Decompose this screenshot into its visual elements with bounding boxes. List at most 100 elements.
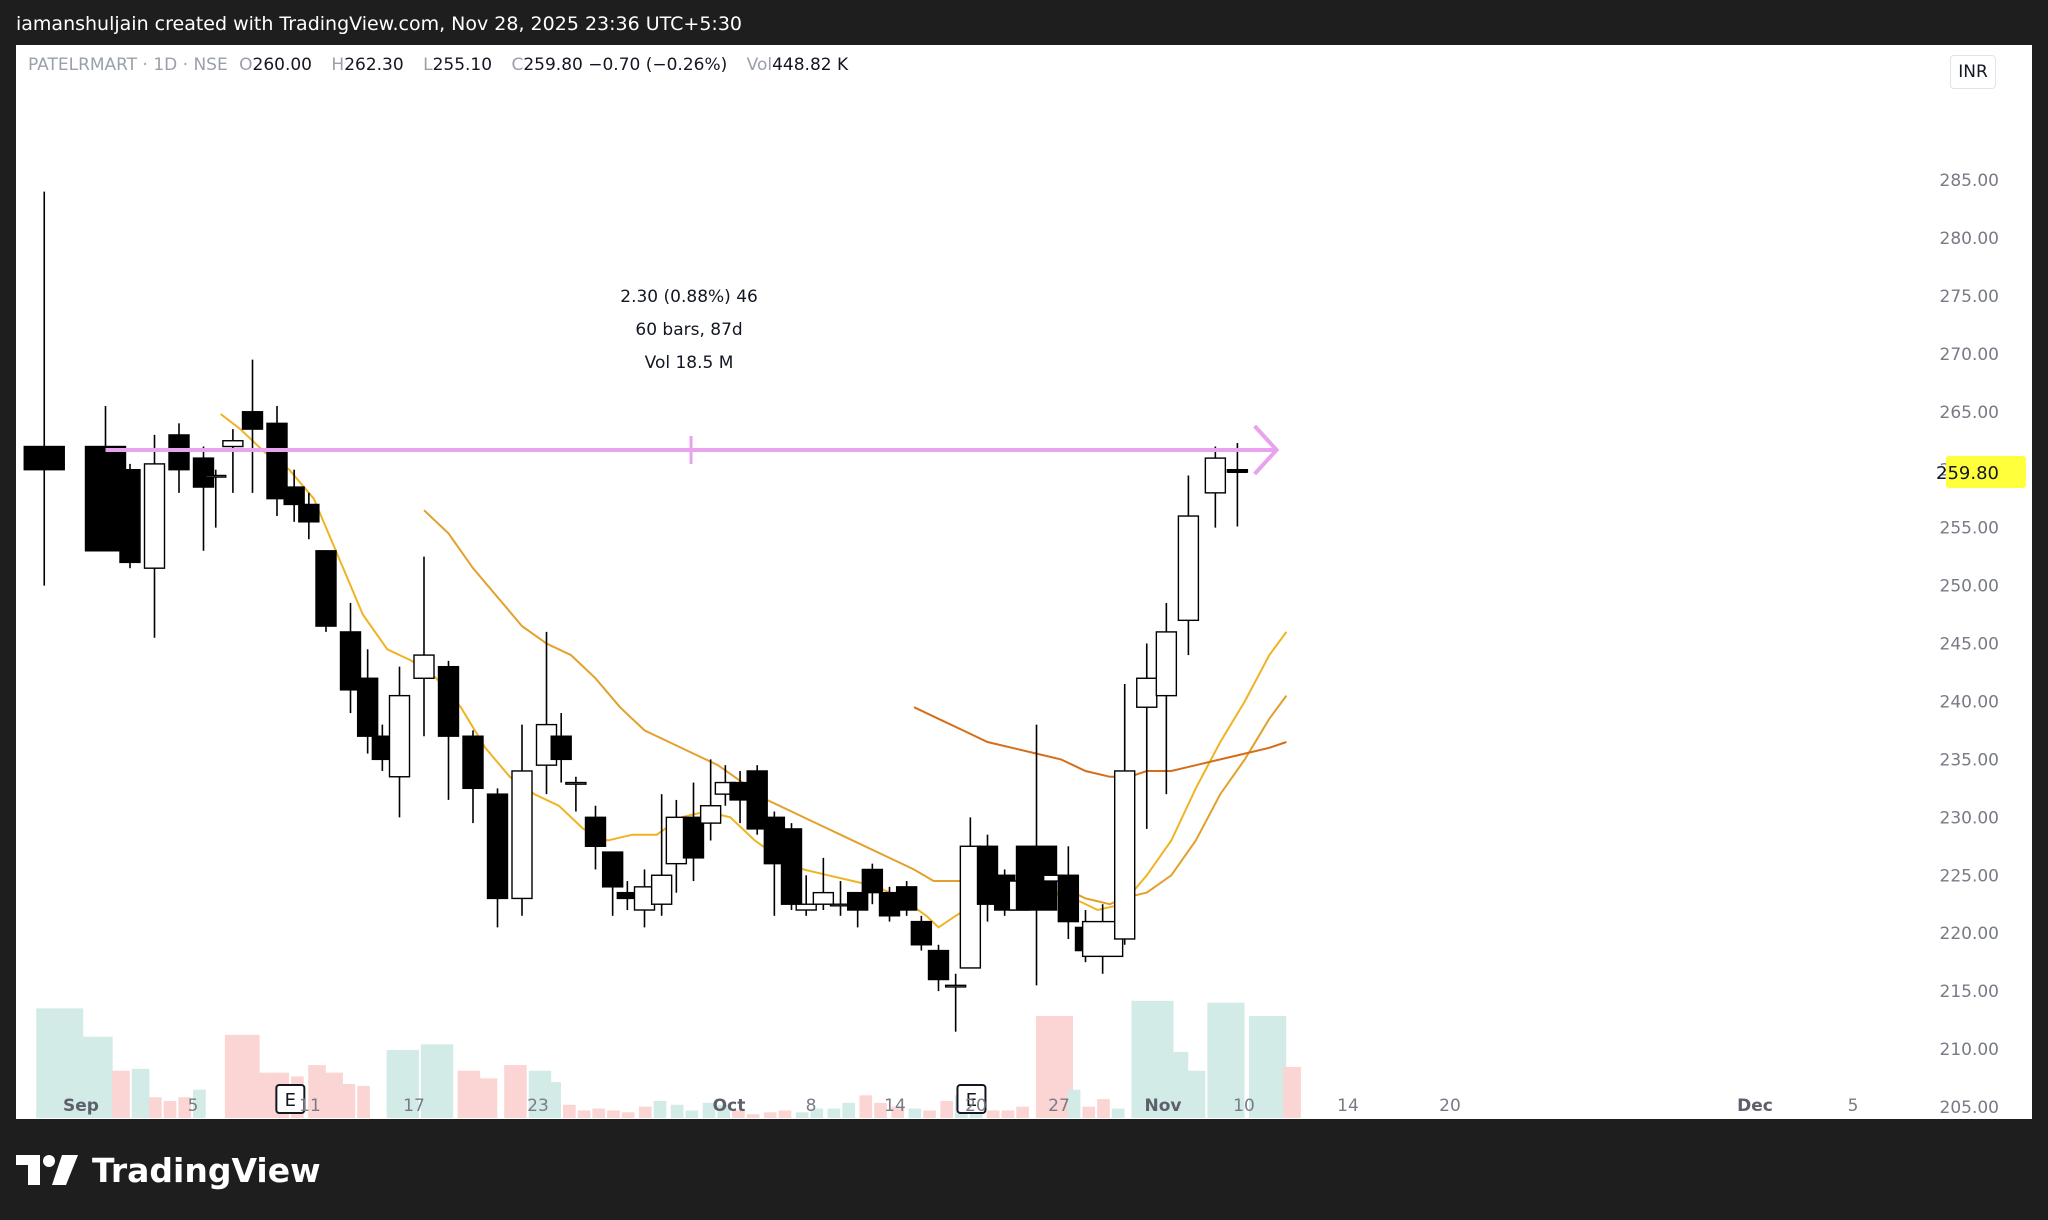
time-tick-label: 5 [1848, 1096, 1859, 1116]
candle [565, 776, 587, 812]
candle [650, 794, 673, 916]
candle [283, 469, 305, 522]
time-tick-label: Oct [713, 1096, 746, 1116]
volume-bar [986, 1110, 1000, 1118]
candle-body [812, 891, 835, 905]
price-tick-label: 225.00 [1940, 866, 1999, 886]
tradingview-logo-icon [16, 1155, 78, 1185]
range-annotation-line: 2.30 (0.88%) 46 [620, 287, 758, 307]
candle [266, 405, 288, 517]
candle [910, 915, 933, 951]
candle [168, 423, 190, 493]
candle-body [650, 874, 673, 905]
candle [729, 770, 751, 824]
candle-body [944, 984, 967, 988]
candle [1155, 602, 1178, 795]
candle [222, 429, 244, 493]
candle-body [119, 468, 141, 564]
candle [84, 405, 127, 552]
candle-body [861, 868, 884, 894]
volume-bar [308, 1065, 326, 1118]
candle-body [205, 474, 227, 478]
time-tick-label: 20 [965, 1096, 987, 1116]
candle [23, 191, 65, 586]
volume-bar [621, 1112, 635, 1118]
price-axis: 285.00280.00275.00270.00265.00260.00255.… [1227, 171, 2026, 1118]
candle-body [413, 654, 435, 679]
volume-value: 448.82 K [772, 55, 849, 75]
volume-bar [1082, 1106, 1096, 1118]
range-annotation-line: 60 bars, 87d [635, 320, 742, 340]
volume-bar [259, 1072, 277, 1118]
candle [241, 359, 264, 493]
candle [462, 730, 484, 824]
candle-series [23, 191, 1249, 1032]
candle-body [283, 486, 305, 506]
candle [315, 550, 337, 632]
high-label: H [331, 55, 345, 75]
candle-body [1177, 515, 1200, 622]
candle-body [266, 422, 288, 500]
time-tick-label: 10 [1233, 1096, 1255, 1116]
candle-body [846, 891, 869, 911]
volume-bar [479, 1078, 498, 1118]
time-tick-label: 5 [188, 1096, 199, 1116]
candle [298, 492, 320, 540]
chart-caption: iamanshuljain created with TradingView.c… [16, 13, 742, 35]
candle [535, 631, 558, 795]
close-label: C [511, 55, 524, 75]
candle-body [1136, 677, 1158, 708]
range-annotation-line: Vol 18.5 M [645, 353, 734, 373]
candle [413, 556, 435, 737]
candle-body [584, 816, 607, 847]
volume-bar [1249, 1015, 1287, 1118]
candle [959, 817, 982, 969]
open-label: O [239, 55, 253, 75]
price-tick-label: 270.00 [1940, 345, 1999, 365]
candle [1015, 724, 1058, 986]
earnings-marker-label: E [966, 1090, 977, 1111]
volume-bar [670, 1104, 684, 1118]
volume-bar [1097, 1099, 1110, 1118]
candle-body [241, 411, 264, 430]
volume-bar [859, 1095, 873, 1118]
price-tick-label: 205.00 [1940, 1098, 1999, 1118]
symbol-label[interactable]: PATELRMART · 1D · NSE [28, 55, 228, 75]
ema-line-3 [913, 706, 1287, 778]
candle-body [437, 665, 460, 737]
time-tick-label: Sep [63, 1096, 99, 1116]
volume-bar [528, 1070, 552, 1118]
candle-body [927, 949, 950, 981]
volume-bar [357, 1085, 370, 1118]
candle [795, 875, 817, 916]
volume-bar [1035, 1015, 1074, 1118]
candle-body [222, 440, 244, 448]
date-range-tool: 2.30 (0.88%) 46 60 bars, 87d Vol 18.5 M [105, 287, 1280, 476]
candle-body [746, 770, 768, 830]
volume-bar [112, 1070, 130, 1118]
currency-button[interactable]: INR [1950, 55, 1996, 89]
volume-bar [1165, 1051, 1189, 1118]
volume-bar [1067, 1089, 1081, 1118]
volume-bar [224, 1034, 260, 1118]
price-tick-label: 265.00 [1940, 403, 1999, 423]
candle [205, 469, 227, 528]
volume-bar [193, 1089, 206, 1118]
candle-body [795, 903, 817, 911]
candle-body [511, 770, 533, 900]
candle-body [1155, 631, 1178, 697]
volume-bar [592, 1108, 606, 1118]
volume-bar [732, 1110, 745, 1118]
price-tick-label: 235.00 [1940, 750, 1999, 770]
candle [895, 881, 918, 916]
candle [601, 851, 624, 916]
volume-bar [504, 1065, 527, 1118]
volume-bar [923, 1110, 936, 1118]
price-tick-label: 280.00 [1940, 229, 1999, 249]
low-value: 255.10 [432, 55, 493, 75]
candle-body [565, 781, 587, 785]
candle [1057, 846, 1080, 939]
candle [119, 463, 141, 569]
time-axis: Sep 5 11 17 23 Oct 8 14 20 27 Nov 10 14 20 Dec 5 [63, 1096, 1858, 1116]
